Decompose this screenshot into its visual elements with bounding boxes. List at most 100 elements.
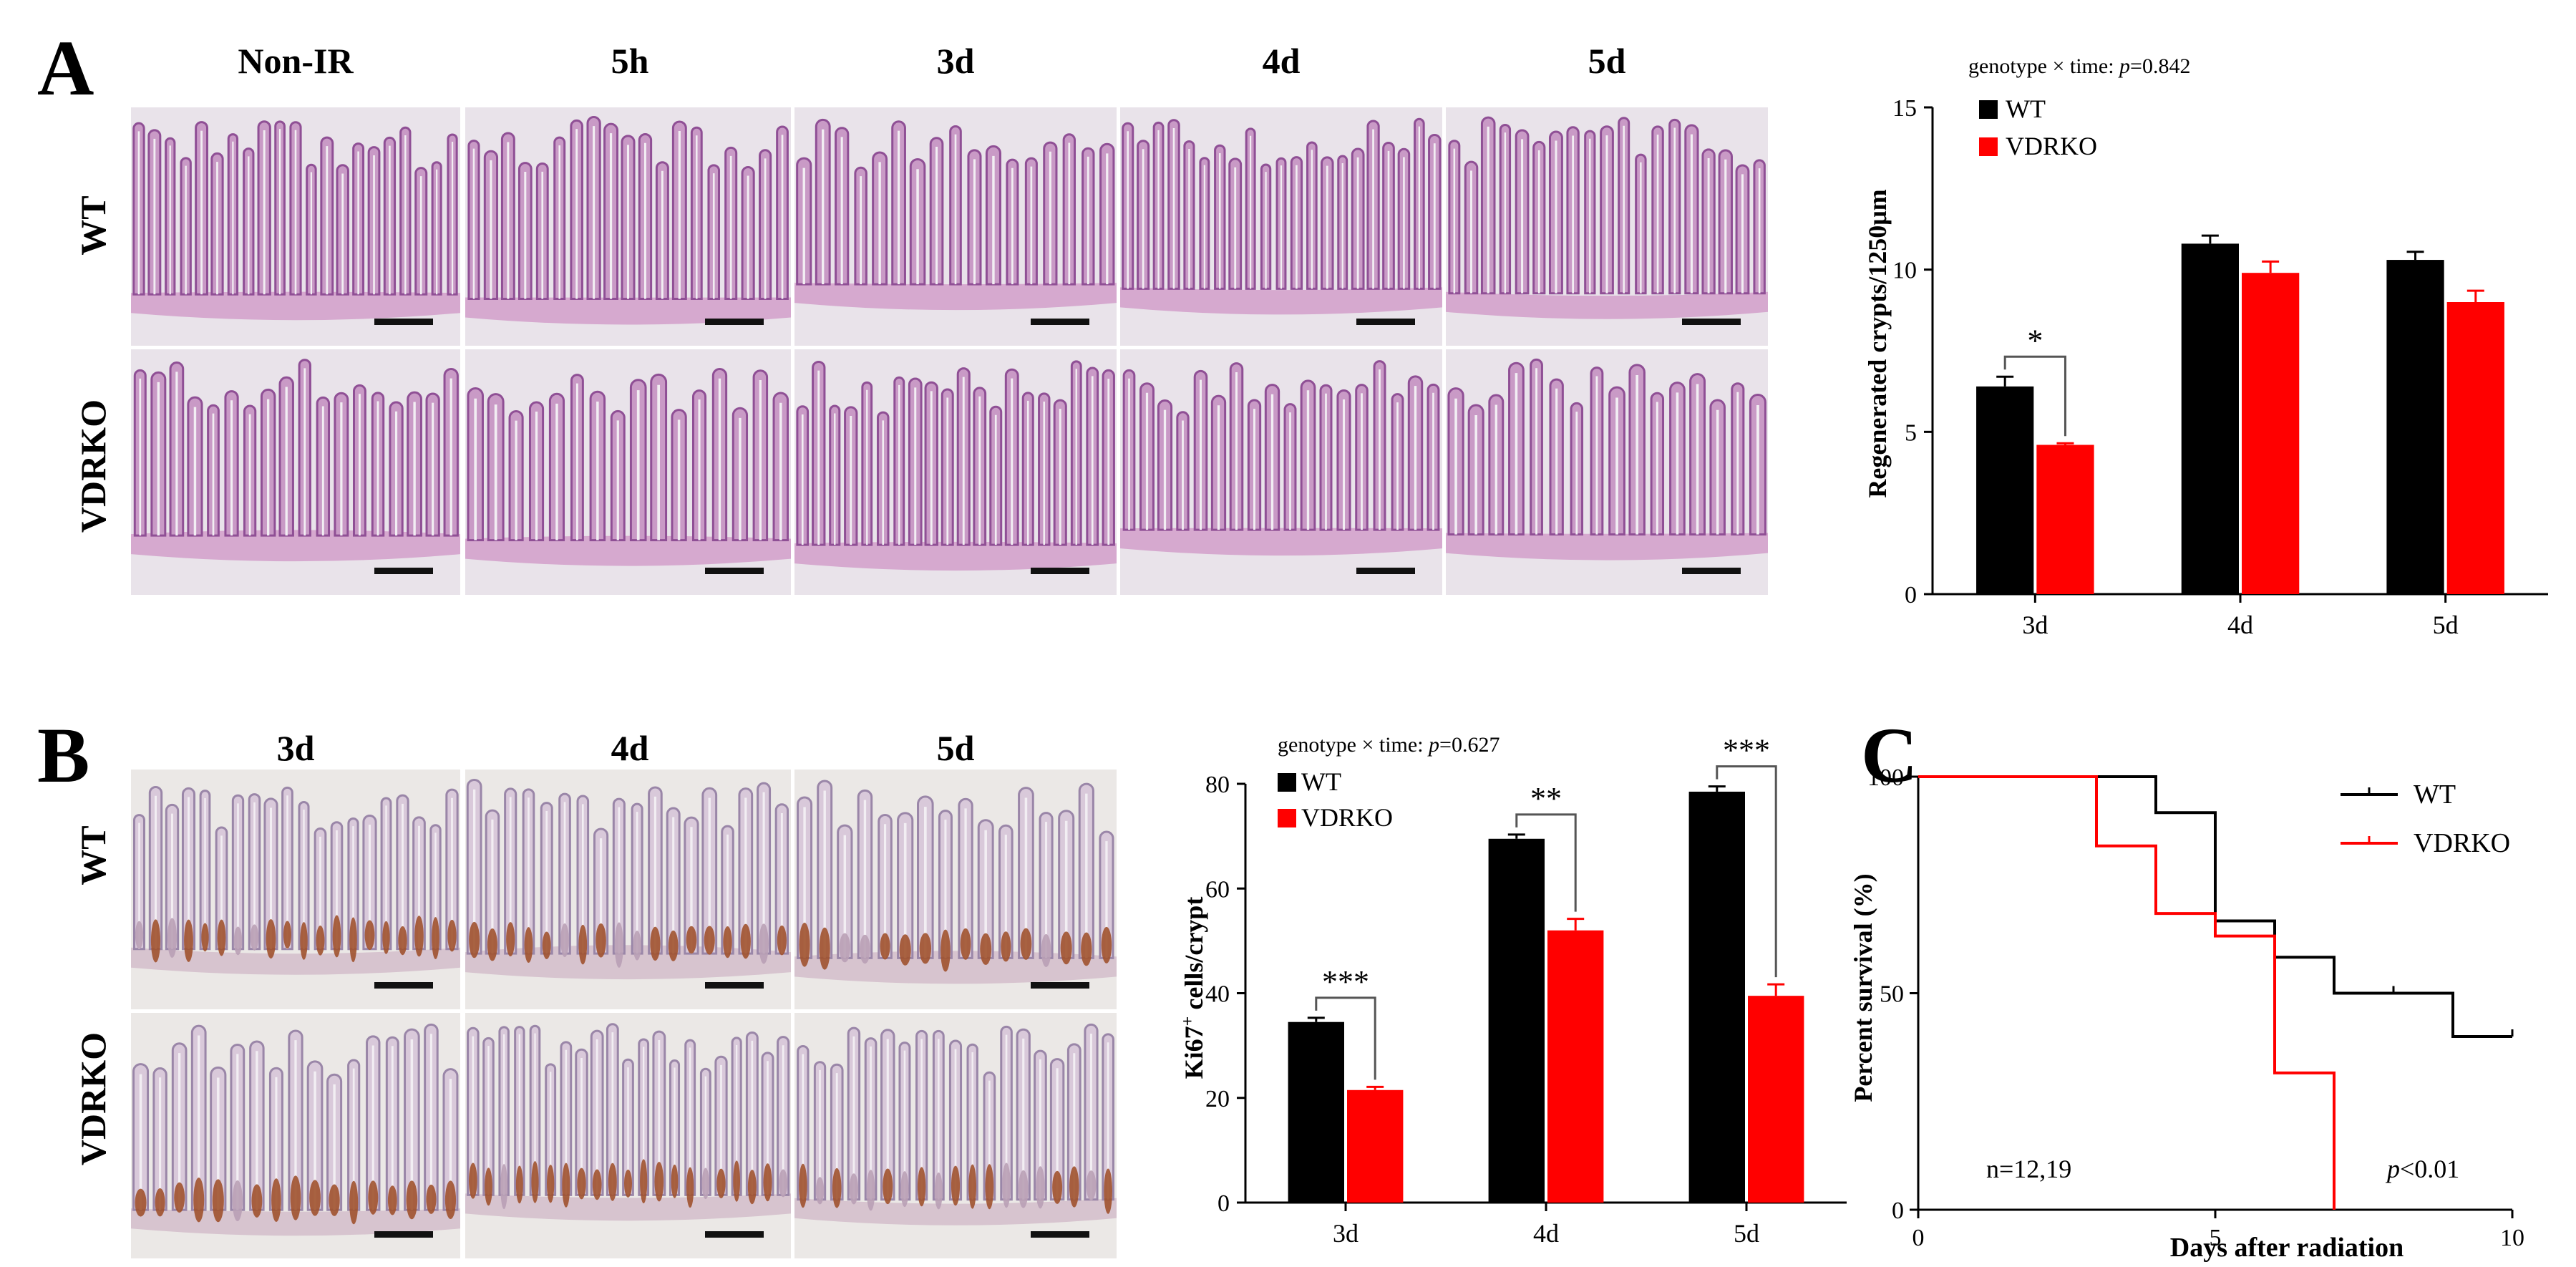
scale-bar <box>1031 568 1089 574</box>
panel-a-col-header: 3d <box>936 41 975 81</box>
micrograph-tile <box>465 770 791 1009</box>
legend-label-wt: WT <box>1301 767 1341 796</box>
scale-bar <box>1356 568 1415 574</box>
panel-letter-a: A <box>37 24 94 112</box>
micrograph-image <box>465 107 791 346</box>
bar-wt-4d <box>2181 243 2239 594</box>
significance-bracket <box>1716 765 1777 978</box>
chart-c-y-axis-label: Percent survival (%) <box>1849 873 1877 1102</box>
micrograph-tile <box>131 107 460 346</box>
x-tick-label: 4d <box>2227 611 2253 639</box>
chart-b-interaction-annotation: genotype × time: p=0.627 <box>1278 733 1500 757</box>
chart-b-y-axis-label: Ki67+ cells/crypt <box>1179 897 1208 1079</box>
panel-letter-b: B <box>37 712 90 799</box>
survival-curve-wt <box>1918 775 2512 1038</box>
scale-bar <box>705 982 764 989</box>
scale-bar <box>1031 319 1089 325</box>
bar-vdrko-5d <box>1748 996 1804 1203</box>
x-tick-label: 3d <box>1333 1219 1359 1248</box>
legend-label-wt: WT <box>2006 94 2046 123</box>
bar-vdrko-4d <box>1547 930 1604 1203</box>
micrograph-image <box>465 770 791 1009</box>
scale-bar <box>1356 319 1415 325</box>
scale-bar <box>705 319 764 325</box>
x-tick-label: 3d <box>2022 611 2048 639</box>
panel-b-col-header: 4d <box>611 728 649 768</box>
micrograph-image <box>131 1013 460 1258</box>
bar-vdrko-3d <box>1347 1089 1404 1203</box>
micrograph-tile <box>131 1013 460 1258</box>
x-tick-label: 4d <box>1533 1219 1559 1248</box>
scale-bar <box>374 319 433 325</box>
scale-bar <box>1682 568 1741 574</box>
y-tick-label: 100 <box>1867 764 1904 791</box>
significance-label: ** <box>1530 781 1562 816</box>
x-tick-label: 5d <box>1734 1219 1759 1248</box>
scale-bar <box>705 1231 764 1238</box>
significance-bracket <box>2003 355 2066 437</box>
x-tick-label: 5 <box>2210 1225 2222 1251</box>
chart-c-p-value: p<0.01 <box>2385 1155 2459 1183</box>
y-tick-label: 5 <box>1905 419 1917 446</box>
legend-label-vdrko: VDRKO <box>1301 803 1393 832</box>
micrograph-tile <box>794 349 1117 595</box>
micrograph-image <box>465 349 791 595</box>
significance-label: *** <box>1322 964 1369 999</box>
micrograph-tile <box>131 349 460 595</box>
micrograph-tile <box>794 107 1117 346</box>
legend-label-wt: WT <box>2414 780 2456 810</box>
bar-wt-3d <box>1976 386 2034 594</box>
panel-c-survival-chart: Percent survival (%) Days after radiatio… <box>1849 764 2524 1263</box>
bar-vdrko-3d <box>2036 445 2094 594</box>
bar-vdrko-5d <box>2446 302 2504 594</box>
chart-a-interaction-annotation: genotype × time: p=0.842 <box>1968 54 2190 78</box>
panel-b-col-header: 5d <box>936 728 975 768</box>
bar-wt-5d <box>1688 791 1745 1203</box>
micrograph-image <box>1120 107 1442 346</box>
y-tick-label: 80 <box>1205 772 1230 798</box>
x-tick-label: 10 <box>2500 1225 2524 1251</box>
legend-swatch-wt <box>1278 773 1296 792</box>
panel-a-col-header: 4d <box>1262 41 1301 81</box>
scale-bar <box>1031 982 1089 989</box>
micrograph-image <box>1120 349 1442 595</box>
scale-bar <box>1031 1231 1089 1238</box>
y-tick-label: 60 <box>1205 876 1230 903</box>
survival-curve-vdrko <box>1918 775 2336 1210</box>
significance-label: *** <box>1723 733 1770 768</box>
bar-wt-3d <box>1288 1021 1344 1203</box>
micrograph-image <box>794 770 1117 1009</box>
scale-bar <box>1682 319 1741 325</box>
x-tick-label: 5d <box>2433 611 2459 639</box>
legend-swatch-vdrko <box>1979 137 1998 156</box>
micrograph-image <box>131 349 460 595</box>
micrograph-image <box>1446 349 1768 595</box>
micrograph-tile <box>1120 107 1442 346</box>
bar-wt-5d <box>2386 260 2444 594</box>
panel-b-bar-chart: genotype × time: p=0.627 Ki67+ cells/cry… <box>1179 733 1847 1248</box>
panel-letter-c: C <box>1861 712 1918 799</box>
scale-bar <box>374 568 433 574</box>
y-tick-label: 10 <box>1892 258 1917 284</box>
legend-label-vdrko: VDRKO <box>2414 828 2510 858</box>
micrograph-tile <box>465 349 791 595</box>
panel-a-row-header: VDRKO <box>73 399 113 533</box>
significance-bracket <box>1315 996 1376 1080</box>
micrograph-tile <box>131 770 460 1009</box>
micrograph-tile <box>1446 107 1768 346</box>
micrograph-tile <box>465 107 791 346</box>
micrograph-image <box>1446 107 1768 346</box>
y-tick-label: 20 <box>1205 1086 1230 1112</box>
y-tick-label: 15 <box>1892 95 1917 122</box>
y-tick-label: 0 <box>1905 582 1917 608</box>
scale-bar <box>705 568 764 574</box>
panel-a-col-header: Non-IR <box>238 41 354 81</box>
y-tick-label: 0 <box>1217 1190 1230 1217</box>
micrograph-image <box>794 1013 1117 1258</box>
legend-swatch-wt <box>1979 100 1998 119</box>
micrograph-tile <box>465 1013 791 1258</box>
significance-label: * <box>2027 323 2043 358</box>
micrograph-image <box>794 107 1117 346</box>
panel-b-col-header: 3d <box>276 728 315 768</box>
chart-a-y-axis-label: Regenerated crypts/1250μm <box>1863 189 1892 497</box>
